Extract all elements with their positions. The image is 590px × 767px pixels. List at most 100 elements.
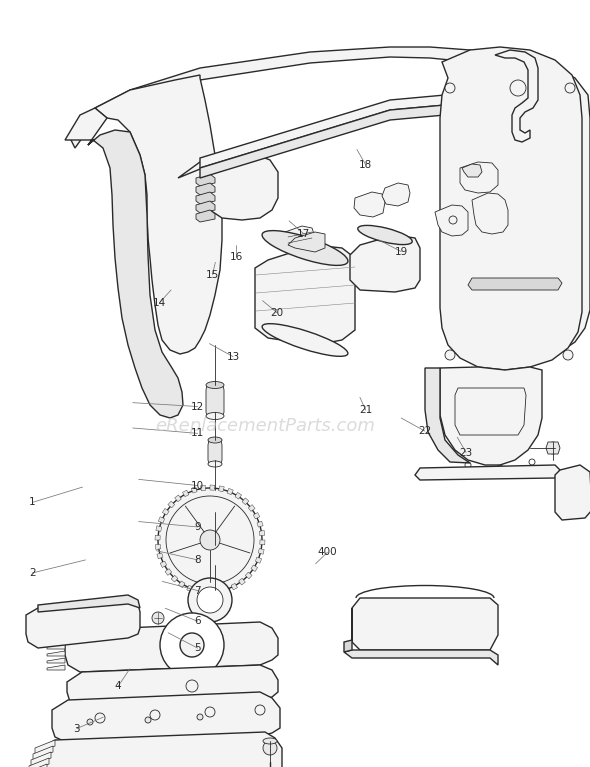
Circle shape: [563, 350, 573, 360]
Text: 8: 8: [194, 555, 201, 565]
Text: 23: 23: [460, 447, 473, 458]
Text: 6: 6: [194, 616, 201, 627]
Text: eReplacementParts.com: eReplacementParts.com: [156, 416, 375, 435]
Text: 4: 4: [114, 681, 122, 692]
Polygon shape: [196, 210, 215, 222]
Polygon shape: [205, 590, 210, 595]
Polygon shape: [26, 598, 140, 648]
Text: 18: 18: [359, 160, 372, 170]
Polygon shape: [35, 740, 55, 754]
Circle shape: [200, 530, 220, 550]
Ellipse shape: [358, 225, 412, 245]
Polygon shape: [67, 665, 278, 707]
Polygon shape: [155, 535, 160, 540]
Polygon shape: [382, 183, 410, 206]
Polygon shape: [178, 581, 185, 588]
Polygon shape: [344, 650, 498, 665]
Polygon shape: [38, 595, 140, 612]
Circle shape: [158, 488, 262, 592]
Text: 17: 17: [297, 229, 310, 239]
Text: 7: 7: [194, 585, 201, 596]
Ellipse shape: [208, 461, 222, 467]
Ellipse shape: [263, 738, 277, 744]
Polygon shape: [255, 557, 262, 563]
Polygon shape: [440, 47, 582, 370]
Circle shape: [180, 633, 204, 657]
Polygon shape: [208, 440, 222, 464]
Text: 5: 5: [194, 643, 201, 653]
Polygon shape: [158, 517, 165, 523]
Polygon shape: [475, 58, 590, 360]
Polygon shape: [242, 498, 249, 505]
Polygon shape: [227, 489, 233, 495]
Ellipse shape: [206, 381, 224, 389]
Polygon shape: [196, 174, 215, 186]
Polygon shape: [245, 572, 252, 579]
Circle shape: [547, 442, 559, 454]
Polygon shape: [196, 183, 215, 195]
Text: 20: 20: [271, 308, 284, 318]
Polygon shape: [555, 465, 590, 520]
Polygon shape: [171, 575, 178, 582]
Polygon shape: [258, 548, 264, 555]
Polygon shape: [206, 385, 224, 416]
Polygon shape: [156, 525, 162, 532]
Polygon shape: [160, 561, 167, 568]
Polygon shape: [210, 485, 215, 490]
Polygon shape: [219, 486, 224, 492]
Polygon shape: [468, 278, 562, 290]
Polygon shape: [31, 752, 51, 766]
Text: 11: 11: [191, 428, 204, 439]
Circle shape: [188, 578, 232, 622]
Circle shape: [565, 83, 575, 93]
Text: 14: 14: [153, 298, 166, 308]
Text: 13: 13: [227, 351, 240, 362]
Polygon shape: [214, 589, 219, 594]
Polygon shape: [460, 162, 498, 193]
Polygon shape: [235, 492, 241, 499]
Text: 22: 22: [418, 426, 431, 436]
Polygon shape: [223, 587, 229, 593]
Polygon shape: [462, 164, 482, 177]
Polygon shape: [196, 192, 215, 204]
Polygon shape: [47, 658, 65, 663]
Polygon shape: [47, 637, 65, 642]
Polygon shape: [354, 192, 385, 217]
Polygon shape: [191, 487, 197, 493]
Polygon shape: [38, 732, 282, 767]
Polygon shape: [251, 565, 258, 571]
Polygon shape: [165, 568, 172, 575]
Ellipse shape: [206, 413, 224, 420]
Polygon shape: [47, 665, 65, 670]
Polygon shape: [283, 226, 315, 252]
Polygon shape: [33, 746, 53, 760]
Polygon shape: [182, 490, 189, 497]
Circle shape: [263, 741, 277, 755]
Polygon shape: [65, 108, 107, 145]
Polygon shape: [260, 540, 265, 545]
Text: 15: 15: [206, 269, 219, 280]
Polygon shape: [47, 630, 65, 635]
Polygon shape: [231, 583, 238, 590]
Text: 16: 16: [230, 252, 242, 262]
Circle shape: [160, 613, 224, 677]
Polygon shape: [546, 442, 560, 454]
Circle shape: [152, 612, 164, 624]
Polygon shape: [178, 154, 278, 220]
Polygon shape: [425, 368, 470, 463]
Text: 10: 10: [191, 480, 204, 491]
Polygon shape: [495, 50, 538, 142]
Polygon shape: [47, 651, 65, 656]
Polygon shape: [239, 578, 245, 585]
Polygon shape: [350, 235, 420, 292]
Circle shape: [197, 714, 203, 720]
Polygon shape: [288, 232, 325, 252]
Text: 19: 19: [395, 246, 408, 257]
Polygon shape: [200, 95, 510, 168]
Text: 2: 2: [29, 568, 36, 578]
Polygon shape: [162, 509, 169, 515]
Polygon shape: [47, 644, 65, 649]
Polygon shape: [352, 598, 498, 650]
Polygon shape: [175, 495, 181, 502]
Polygon shape: [65, 622, 278, 672]
